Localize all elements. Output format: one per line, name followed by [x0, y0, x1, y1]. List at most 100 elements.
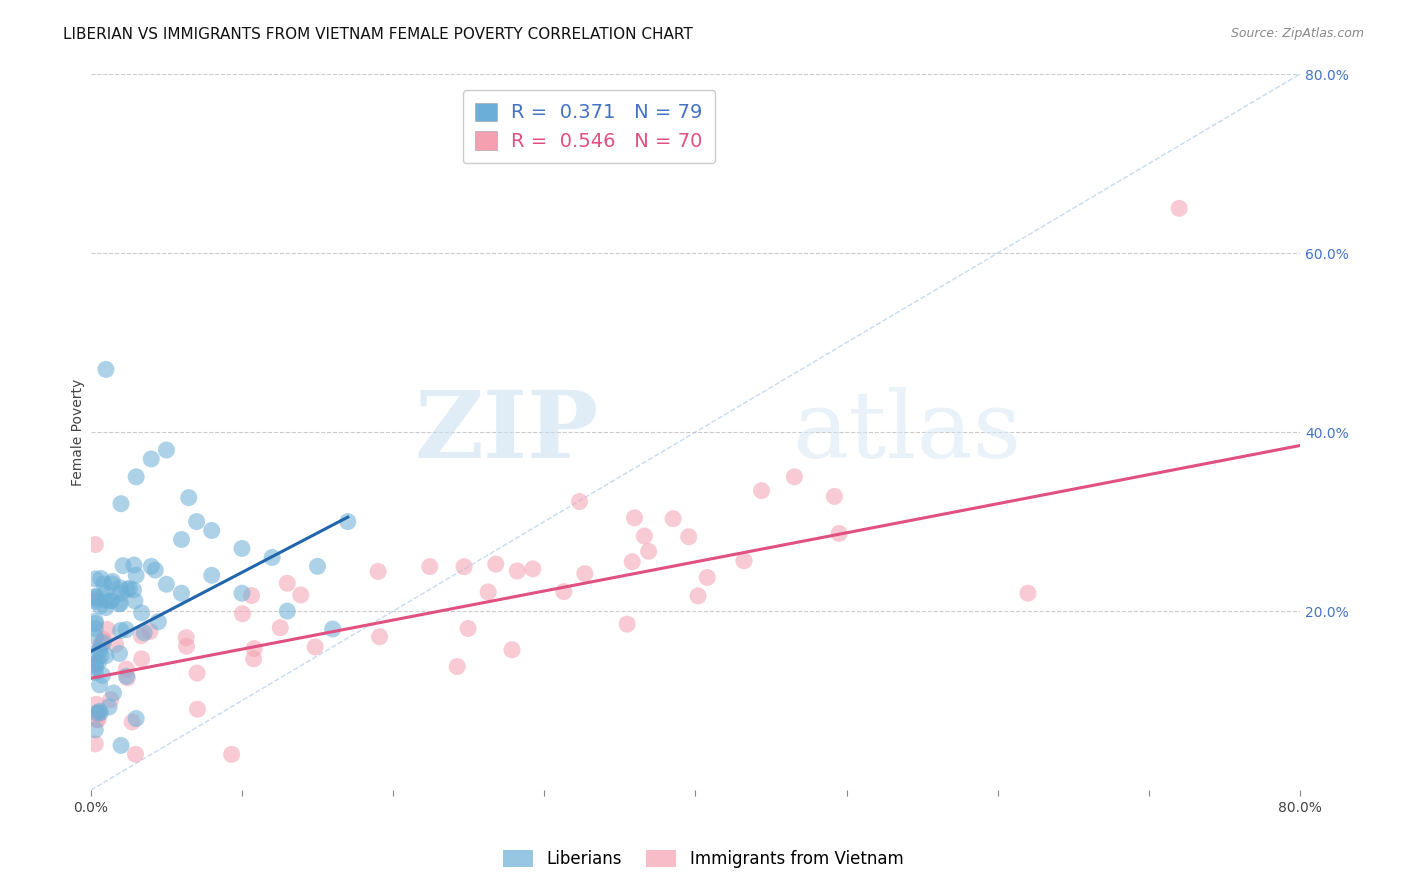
Point	[131, 652, 153, 666]
Point	[733, 554, 755, 568]
Point	[122, 558, 145, 572]
Point	[201, 524, 224, 538]
Point	[91, 632, 114, 647]
Point	[125, 470, 148, 484]
Text: atlas: atlas	[792, 387, 1021, 477]
Point	[1017, 586, 1039, 600]
Point	[290, 588, 312, 602]
Point	[84, 657, 107, 671]
Point	[100, 576, 122, 591]
Point	[501, 642, 523, 657]
Point	[621, 555, 644, 569]
Point	[115, 623, 138, 637]
Point	[87, 713, 110, 727]
Point	[94, 586, 117, 600]
Point	[84, 630, 107, 644]
Point	[662, 512, 685, 526]
Point	[623, 511, 645, 525]
Point	[94, 593, 117, 607]
Point	[90, 636, 112, 650]
Point	[678, 530, 700, 544]
Point	[84, 737, 107, 751]
Point	[87, 655, 110, 669]
Point	[446, 659, 468, 673]
Point	[506, 564, 529, 578]
Point	[243, 641, 266, 656]
Y-axis label: Female Poverty: Female Poverty	[72, 378, 86, 486]
Point	[221, 747, 243, 762]
Point	[1168, 202, 1191, 216]
Point	[84, 537, 107, 551]
Point	[322, 622, 344, 636]
Point	[637, 544, 659, 558]
Point	[170, 586, 193, 600]
Point	[143, 563, 166, 577]
Point	[89, 705, 111, 719]
Point	[124, 594, 146, 608]
Point	[110, 624, 132, 638]
Point	[170, 533, 193, 547]
Text: Source: ZipAtlas.com: Source: ZipAtlas.com	[1230, 27, 1364, 40]
Point	[118, 582, 141, 596]
Point	[110, 596, 132, 610]
Point	[240, 589, 263, 603]
Point	[84, 592, 107, 607]
Point	[176, 639, 198, 653]
Point	[84, 590, 107, 604]
Point	[574, 566, 596, 581]
Point	[269, 621, 291, 635]
Point	[131, 629, 153, 643]
Point	[94, 648, 117, 663]
Point	[139, 624, 162, 639]
Point	[84, 660, 107, 674]
Point	[616, 617, 638, 632]
Point	[84, 657, 107, 672]
Point	[110, 586, 132, 600]
Point	[94, 362, 117, 376]
Point	[276, 576, 298, 591]
Point	[89, 644, 111, 658]
Point	[485, 557, 508, 571]
Point	[86, 706, 108, 720]
Point	[419, 559, 441, 574]
Point	[828, 526, 851, 541]
Point	[122, 582, 145, 597]
Point	[262, 550, 284, 565]
Point	[104, 638, 127, 652]
Point	[367, 565, 389, 579]
Point	[522, 562, 544, 576]
Point	[87, 707, 110, 722]
Point	[141, 559, 163, 574]
Point	[174, 631, 197, 645]
Point	[148, 615, 170, 629]
Point	[231, 586, 253, 600]
Point	[368, 630, 391, 644]
Point	[336, 515, 359, 529]
Point	[201, 568, 224, 582]
Point	[304, 640, 326, 654]
Point	[84, 723, 107, 737]
Point	[98, 594, 121, 608]
Point	[633, 529, 655, 543]
Point	[84, 572, 107, 586]
Point	[86, 698, 108, 712]
Point	[89, 678, 111, 692]
Text: ZIP: ZIP	[415, 387, 599, 477]
Point	[751, 483, 773, 498]
Point	[89, 599, 111, 613]
Point	[686, 589, 709, 603]
Point	[115, 669, 138, 683]
Point	[186, 702, 208, 716]
Legend: R =  0.371   N = 79, R =  0.546   N = 70: R = 0.371 N = 79, R = 0.546 N = 70	[463, 90, 716, 163]
Point	[91, 668, 114, 682]
Point	[457, 622, 479, 636]
Point	[98, 700, 121, 714]
Point	[84, 665, 107, 680]
Point	[84, 646, 107, 660]
Point	[134, 625, 156, 640]
Point	[155, 577, 177, 591]
Point	[110, 739, 132, 753]
Point	[131, 606, 153, 620]
Point	[84, 614, 107, 628]
Point	[108, 581, 131, 595]
